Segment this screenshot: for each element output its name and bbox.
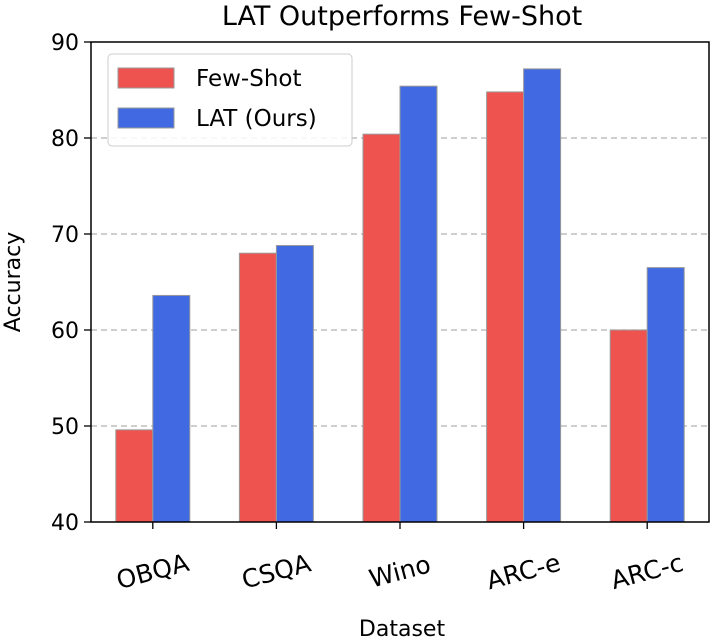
chart-title: LAT Outperforms Few-Shot bbox=[222, 1, 582, 32]
bar-lat-arc-e bbox=[523, 68, 562, 523]
bar-few-shot-csqa bbox=[238, 252, 277, 523]
legend-label-few-shot: Few-Shot bbox=[196, 66, 302, 92]
y-tick-label: 50 bbox=[51, 415, 79, 440]
y-axis-label: Accuracy bbox=[1, 232, 26, 332]
bar-few-shot-obqa bbox=[115, 429, 154, 523]
bar-few-shot-arc-e bbox=[486, 91, 525, 523]
bar-lat-csqa bbox=[275, 245, 314, 523]
bar-few-shot-wino bbox=[362, 133, 401, 523]
bar-lat-obqa bbox=[152, 294, 191, 523]
bar-lat-wino bbox=[399, 85, 438, 523]
legend-swatch-few-shot bbox=[117, 67, 175, 89]
legend: Few-Shot LAT (Ours) bbox=[107, 53, 353, 147]
x-tick-label: OBQA bbox=[113, 548, 192, 595]
x-tick-label: Wino bbox=[366, 549, 434, 593]
x-tick-label: CSQA bbox=[239, 548, 314, 594]
legend-swatch-lat bbox=[117, 107, 175, 129]
legend-label-lat: LAT (Ours) bbox=[196, 106, 317, 132]
x-axis-label: Dataset bbox=[359, 617, 446, 642]
x-tick-label: ARC-e bbox=[483, 548, 563, 595]
bar-few-shot-arc-c bbox=[609, 329, 648, 523]
bars bbox=[115, 68, 685, 523]
bar-lat-arc-c bbox=[646, 267, 685, 523]
y-axis: 40 50 60 70 80 90 bbox=[51, 31, 91, 536]
y-tick-label: 80 bbox=[51, 127, 79, 152]
y-tick-label: 90 bbox=[51, 31, 79, 56]
x-tick-label: ARC-c bbox=[608, 548, 686, 595]
y-tick-label: 40 bbox=[51, 511, 79, 536]
y-tick-label: 70 bbox=[51, 223, 79, 248]
x-axis: OBQA CSQA Wino ARC-e ARC-c bbox=[113, 522, 686, 595]
y-tick-label: 60 bbox=[51, 319, 79, 344]
